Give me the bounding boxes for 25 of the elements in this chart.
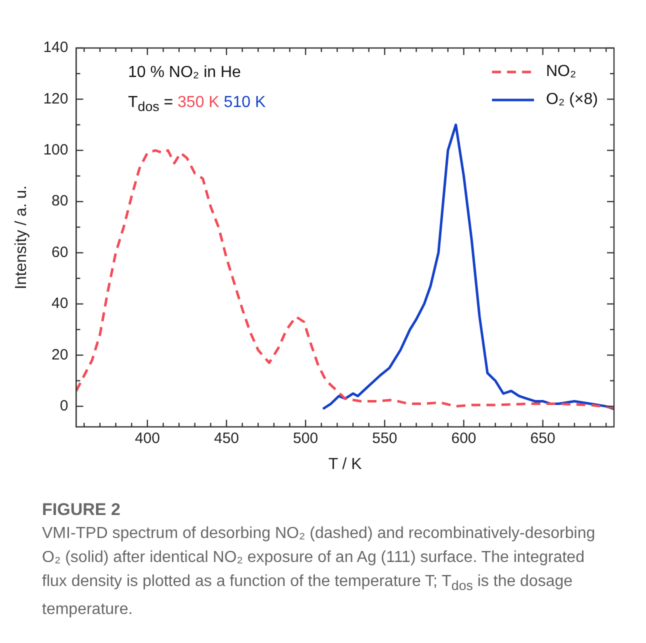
y-tick-label: 60 <box>52 244 68 261</box>
x-tick-label: 650 <box>530 430 556 447</box>
y-tick-label: 140 <box>43 39 68 56</box>
y-tick-label: 20 <box>52 346 68 364</box>
y-tick-label: 40 <box>52 295 68 312</box>
x-axis-title: T / K <box>328 456 362 473</box>
x-tick-label: 550 <box>372 430 398 447</box>
legend-label: O₂ (×8) <box>546 91 598 109</box>
y-tick-label: 120 <box>43 90 68 108</box>
legend-label: NO₂ <box>546 63 576 81</box>
annotation: 510 K <box>224 94 266 111</box>
x-tick-label: 400 <box>134 430 160 447</box>
x-tick-label: 600 <box>451 430 476 447</box>
y-tick-label: 0 <box>60 397 68 414</box>
annotation: T$_{dos}$ = <box>128 94 174 114</box>
y-axis-title: Intensity / a. u. <box>13 185 30 290</box>
annotation: 350 K <box>178 94 220 111</box>
annotation: 10 % NO₂ in He <box>128 63 242 83</box>
x-tick-label: 500 <box>293 430 318 447</box>
x-tick-label: 450 <box>214 430 240 447</box>
text: VMI-TPD spectrum of desorbing NO₂ (dashed) and recombinatively-desorbing O₂ (solid) after identical NO₂ exposure of an Ag (111) surface. The integrated flux density is plotted as a function of the temperature T; T$_{dos}$ is the dosage temperature. <box>42 525 596 618</box>
y-tick-label: 100 <box>43 142 68 159</box>
y-tick-label: 80 <box>52 192 68 210</box>
line-series <box>76 149 614 409</box>
text: FIGURE 2 <box>42 499 122 521</box>
